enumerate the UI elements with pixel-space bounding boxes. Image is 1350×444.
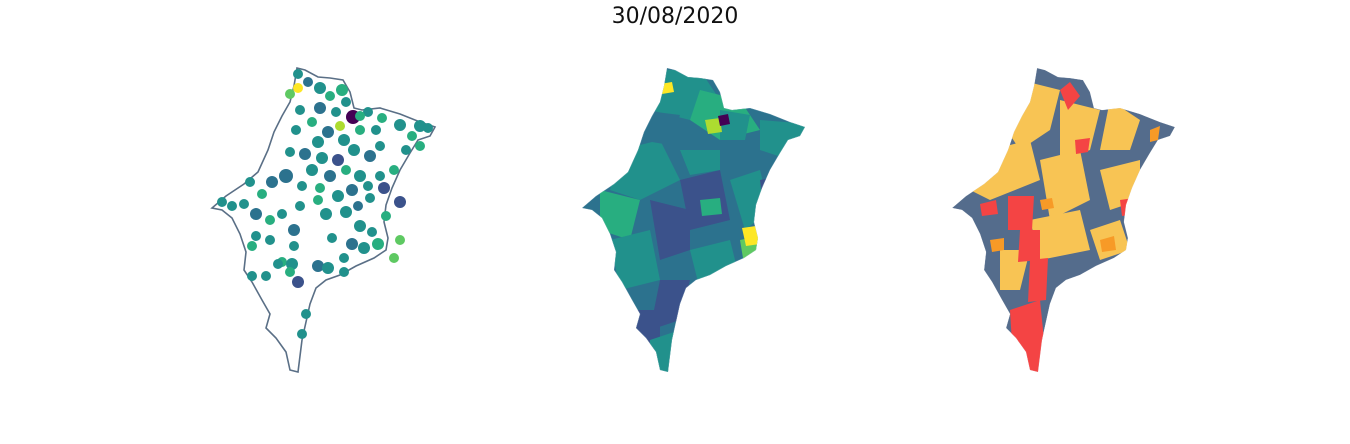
figure-title: 30/08/2020: [611, 4, 739, 29]
point-map-panel: [211, 67, 436, 373]
viridis-choropleth-panel: [581, 67, 806, 373]
categorical-choropleth-panel: [951, 67, 1176, 373]
state-outline: [211, 67, 436, 373]
municipality-points: [217, 69, 433, 339]
